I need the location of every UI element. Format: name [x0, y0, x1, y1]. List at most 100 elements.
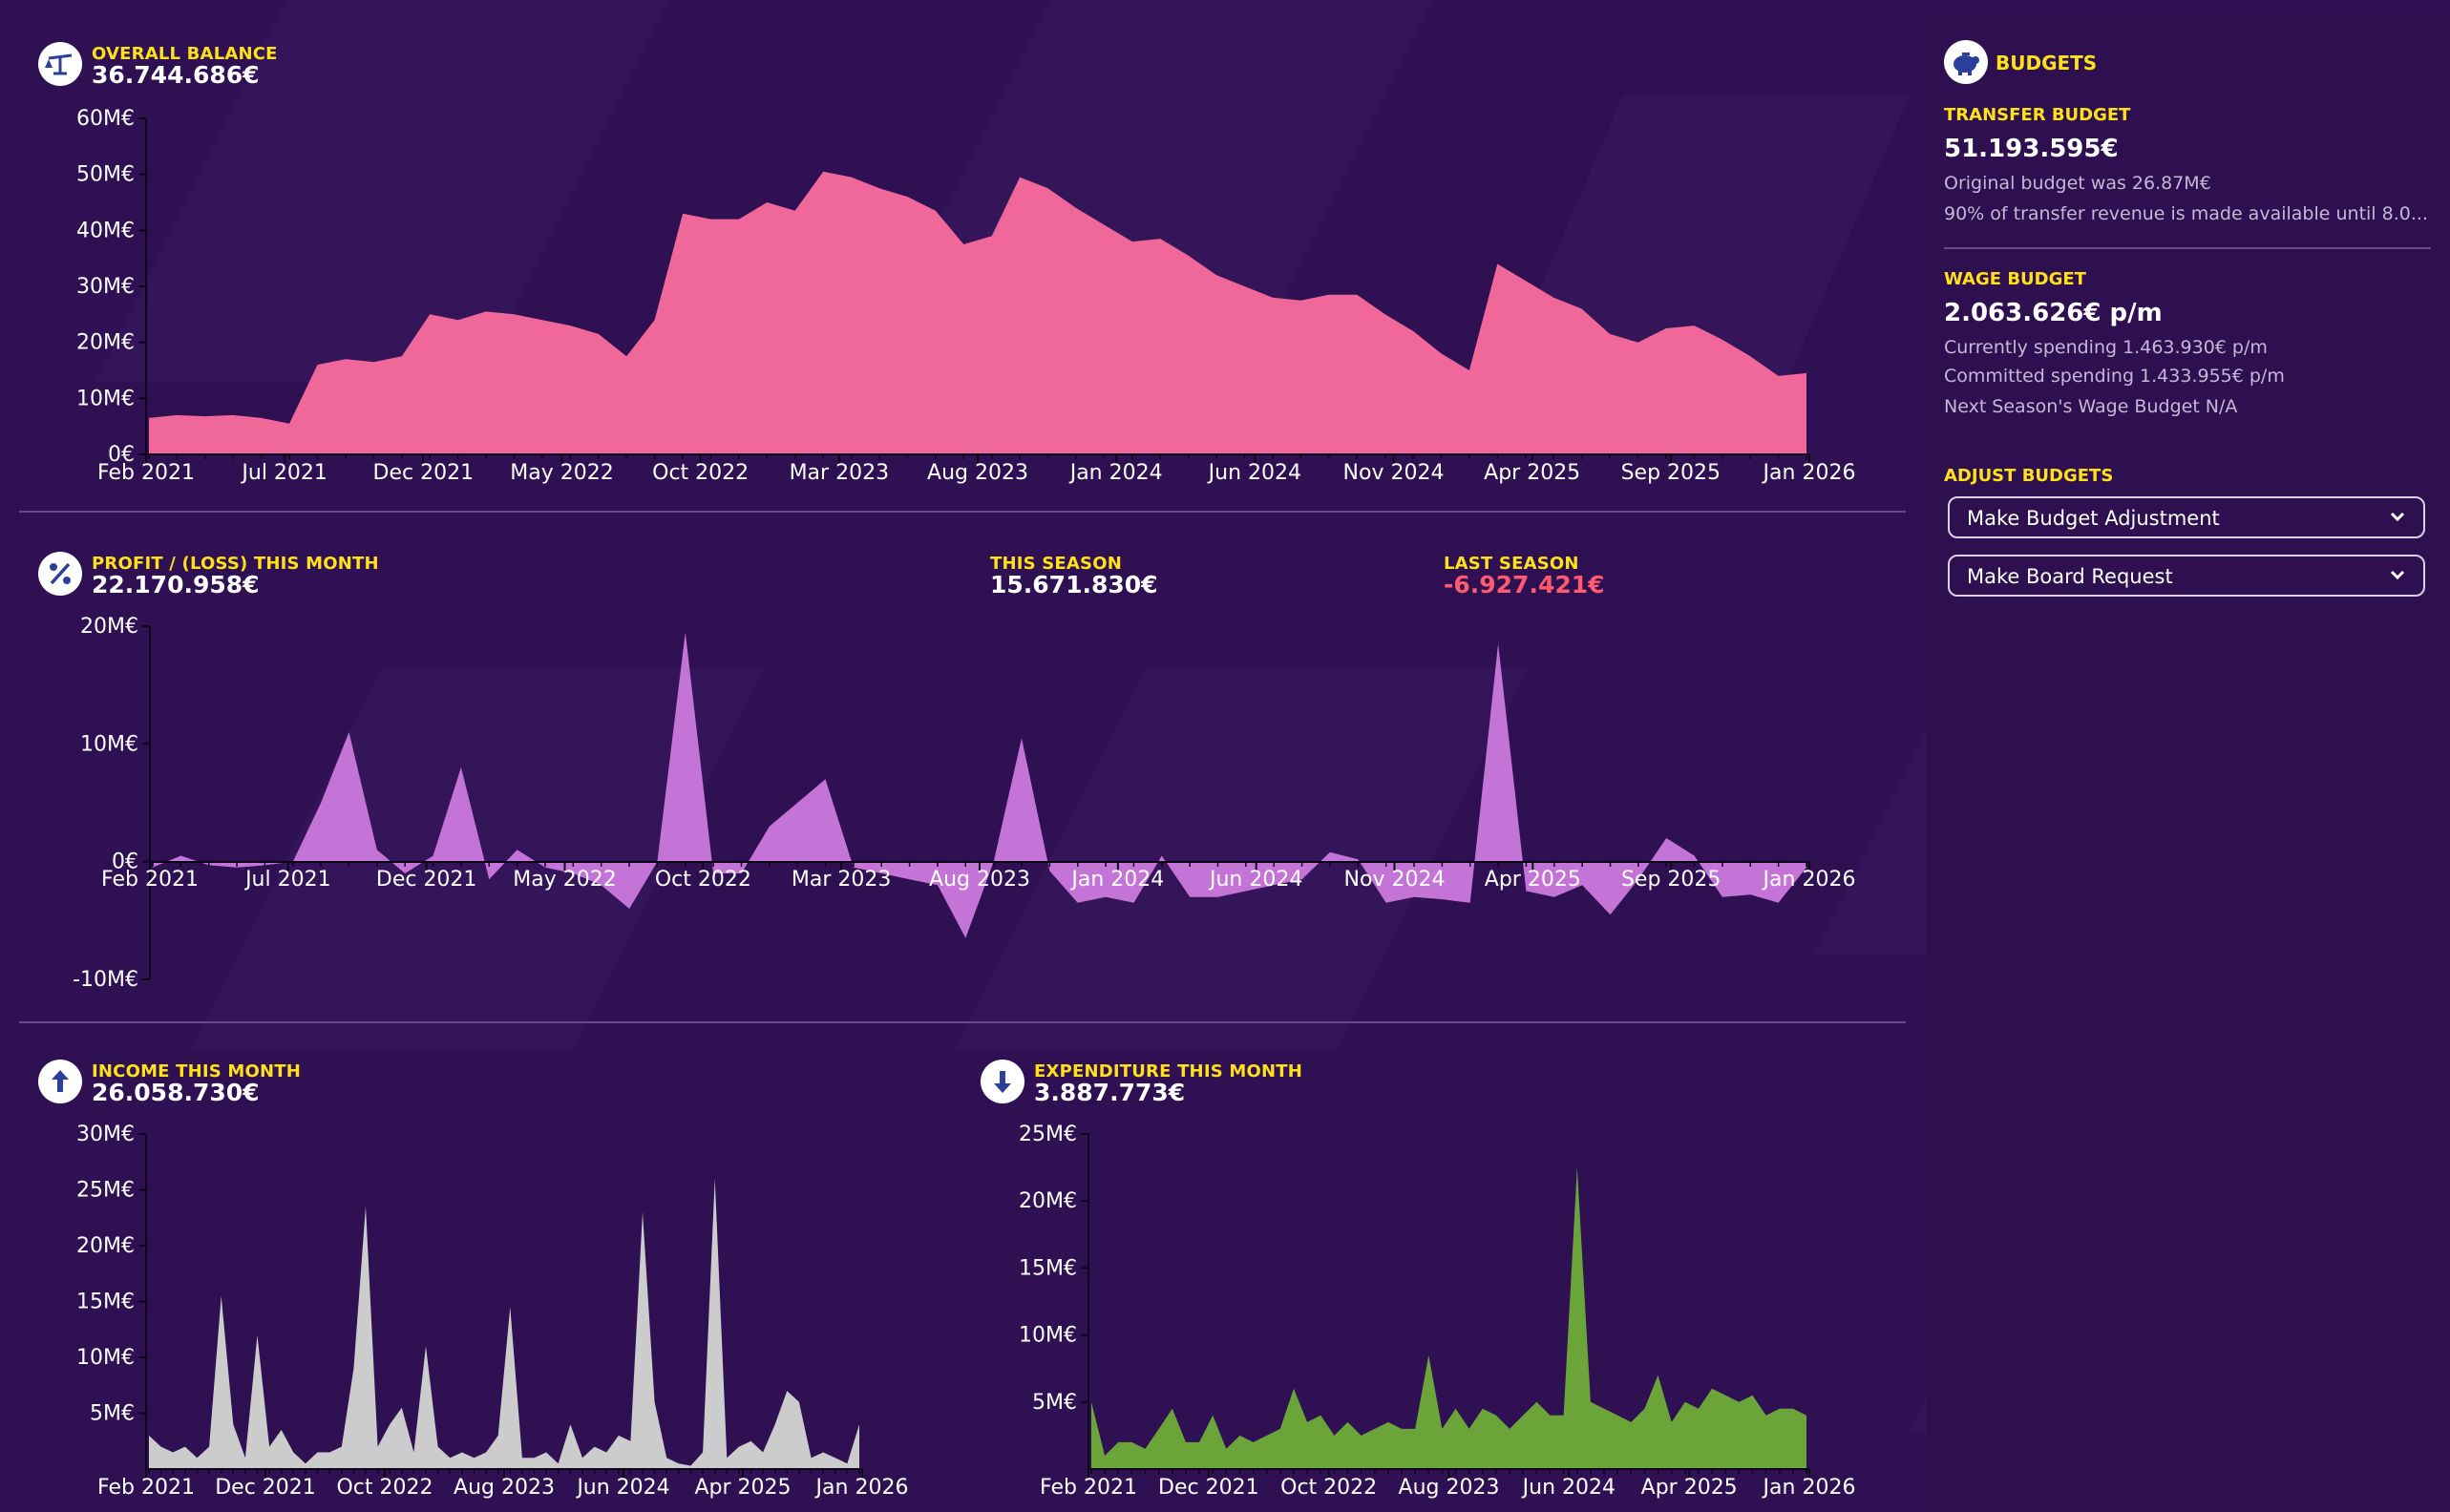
income-x-tick-label: Oct 2022: [336, 1476, 433, 1500]
expenditure-y-tick-label: 5M€: [1032, 1391, 1077, 1415]
sidebar-divider: [1944, 247, 2431, 249]
expenditure-chart-group: 5M€ 10M€ 15M€ 20M€ 25M€ Feb 2021 Dec 2021 Oct 2…: [1019, 1123, 1855, 1500]
section-divider: [19, 1021, 1906, 1023]
income-y-tick-label: 25M€: [76, 1179, 135, 1203]
budgets-sidebar: BUDGETS TRANSFER BUDGET 51.193.595€ Orig…: [1927, 19, 2450, 1512]
wage-current-text: Currently spending 1.463.930€ p/m: [1944, 337, 2268, 358]
balance-x-tick-label: Jun 2024: [1207, 461, 1301, 485]
income-y-tick-label: 10M€: [76, 1346, 135, 1370]
profit-x-tick-label: Oct 2022: [655, 868, 751, 892]
balance-x-tick-label: Apr 2025: [1484, 461, 1580, 485]
this-season-value: 15.671.830€: [990, 571, 1158, 598]
expenditure-x-tick-label: Apr 2025: [1641, 1476, 1738, 1500]
transfer-original-text: Original budget was 26.87M€: [1944, 173, 2211, 194]
budget-adjustment-dropdown[interactable]: Make Budget Adjustment: [1948, 496, 2425, 538]
expenditure-y-tick-label: 20M€: [1019, 1189, 1077, 1213]
income-y-tick-label: 15M€: [76, 1291, 135, 1314]
profit-x-tick-label: May 2022: [513, 868, 616, 892]
profit-x-tick-label: Sep 2025: [1621, 868, 1721, 892]
income-x-tick-label: Jan 2026: [814, 1476, 909, 1500]
balance-label: OVERALL BALANCE: [92, 44, 278, 64]
arrow-up-icon: [38, 1060, 82, 1103]
income-x-tick-label: Apr 2025: [694, 1476, 791, 1500]
transfer-revenue-note: 90% of transfer revenue is made availabl…: [1944, 203, 2428, 224]
budgets-title: BUDGETS: [1996, 52, 2098, 74]
expenditure-x-tick-label: Dec 2021: [1158, 1476, 1259, 1500]
profit-y-tick-label: 20M€: [80, 615, 138, 639]
profit-x-tick-label: Apr 2025: [1485, 868, 1581, 892]
balance-y-tick-label: 50M€: [76, 163, 135, 187]
balance-x-tick-label: Jan 2024: [1068, 461, 1163, 485]
profit-x-tick-label: Aug 2023: [929, 868, 1030, 892]
wage-budget-value: 2.063.626€ p/m: [1944, 299, 2163, 327]
profit-x-tick-label: Nov 2024: [1344, 868, 1446, 892]
percent-icon: [38, 552, 82, 596]
balance-x-tick-label: Oct 2022: [652, 461, 749, 485]
balance-x-tick-label: Jul 2021: [240, 461, 327, 485]
wage-committed-text: Committed spending 1.433.955€ p/m: [1944, 366, 2285, 387]
finances-overview-panel: OVERALL BALANCE 36.744.686€ 0€ 10M€ 20M€ 30…: [19, 42, 1906, 1500]
income-value: 26.058.730€: [92, 1079, 260, 1106]
balance-x-tick-label: Mar 2023: [790, 461, 890, 485]
balance-x-tick-label: Feb 2021: [97, 461, 195, 485]
balance-area-series: [149, 171, 1806, 454]
expenditure-x-tick-label: Oct 2022: [1280, 1476, 1377, 1500]
income-area-series: [149, 1178, 859, 1469]
profit-x-tick-label: Dec 2021: [376, 868, 477, 892]
budget-adjustment-label: Make Budget Adjustment: [1967, 507, 2220, 530]
board-request-label: Make Board Request: [1967, 565, 2173, 588]
profit-x-tick-label: Jan 2026: [1762, 868, 1856, 892]
balance-y-tick-label: 30M€: [76, 275, 135, 299]
balance-scale-icon: [38, 42, 82, 86]
transfer-budget-value: 51.193.595€: [1944, 135, 2119, 163]
profit-chart: -10M€ 0€ 10M€ 20M€ Feb 2021 Jul 2021 Dec 2021 M…: [73, 615, 1856, 992]
piggy-bank-icon: [1944, 40, 1988, 84]
adjust-budgets-label: ADJUST BUDGETS: [1944, 466, 2114, 486]
income-y-tick-label: 20M€: [76, 1234, 135, 1258]
expenditure-label: EXPENDITURE THIS MONTH: [1034, 1061, 1302, 1082]
transfer-budget-section: TRANSFER BUDGET 51.193.595€ Original bud…: [1944, 105, 2431, 224]
wage-next-season-text: Next Season's Wage Budget N/A: [1944, 396, 2238, 417]
income-x-tick-label: Dec 2021: [215, 1476, 316, 1500]
last-season-label: LAST SEASON: [1444, 554, 1579, 574]
income-expenditure-charts: 5M€ 10M€ 15M€ 20M€ 25M€ 30M€ Feb 2021 Dec 2021 O…: [76, 1123, 1855, 1500]
balance-y-tick-label: 10M€: [76, 387, 135, 410]
chevron-down-icon: [2390, 570, 2405, 580]
income-x-tick-label: Jun 2024: [575, 1476, 669, 1500]
profit-area-series: [153, 632, 1806, 938]
this-season-label: THIS SEASON: [990, 554, 1122, 574]
income-x-tick-label: Aug 2023: [454, 1476, 555, 1500]
expenditure-x-tick-label: Aug 2023: [1399, 1476, 1500, 1500]
profit-y-tick-label: 10M€: [80, 732, 138, 756]
expenditure-x-tick-label: Jan 2026: [1762, 1476, 1856, 1500]
income-label: INCOME THIS MONTH: [92, 1061, 302, 1082]
expenditure-y-tick-label: 25M€: [1019, 1123, 1077, 1146]
balance-chart: 0€ 10M€ 20M€ 30M€ 40M€ 50M€ 60M€ Feb 2021 Jul 20…: [76, 107, 1855, 485]
last-season-value: -6.927.421€: [1444, 571, 1605, 598]
balance-y-tick-label: 20M€: [76, 331, 135, 355]
board-request-dropdown[interactable]: Make Board Request: [1948, 555, 2425, 597]
balance-y-tick-label: 0€: [108, 443, 135, 467]
wage-budget-label: WAGE BUDGET: [1944, 269, 2086, 289]
expenditure-value: 3.887.773€: [1034, 1079, 1186, 1106]
balance-x-tick-label: May 2022: [510, 461, 613, 485]
income-chart-group: 5M€ 10M€ 15M€ 20M€ 25M€ 30M€ Feb 2021 Dec 2021 O…: [76, 1123, 908, 1500]
balance-x-tick-label: Aug 2023: [927, 461, 1028, 485]
profit-y-tick-label: 0€: [112, 850, 138, 874]
income-y-tick-label: 5M€: [90, 1402, 135, 1426]
profit-x-tick-label: Jun 2024: [1208, 868, 1302, 892]
profit-x-tick-label: Jan 2024: [1069, 868, 1164, 892]
expenditure-x-tick-label: Jun 2024: [1521, 1476, 1616, 1500]
expenditure-x-tick-label: Feb 2021: [1040, 1476, 1137, 1500]
balance-value: 36.744.686€: [92, 61, 260, 89]
arrow-down-icon: [981, 1060, 1024, 1103]
profit-value: 22.170.958€: [92, 571, 260, 598]
chevron-down-icon: [2390, 512, 2405, 522]
profit-x-tick-label: Mar 2023: [792, 868, 892, 892]
profit-label: PROFIT / (LOSS) THIS MONTH: [92, 554, 379, 574]
balance-chart-group: 0€ 10M€ 20M€ 30M€ 40M€ 50M€ 60M€ Feb 2021 Jul 20…: [76, 107, 1855, 485]
expenditure-y-tick-label: 10M€: [1019, 1324, 1077, 1348]
balance-x-tick-label: Jan 2026: [1762, 461, 1856, 485]
income-y-tick-label: 30M€: [76, 1123, 135, 1146]
section-divider: [19, 511, 1906, 513]
